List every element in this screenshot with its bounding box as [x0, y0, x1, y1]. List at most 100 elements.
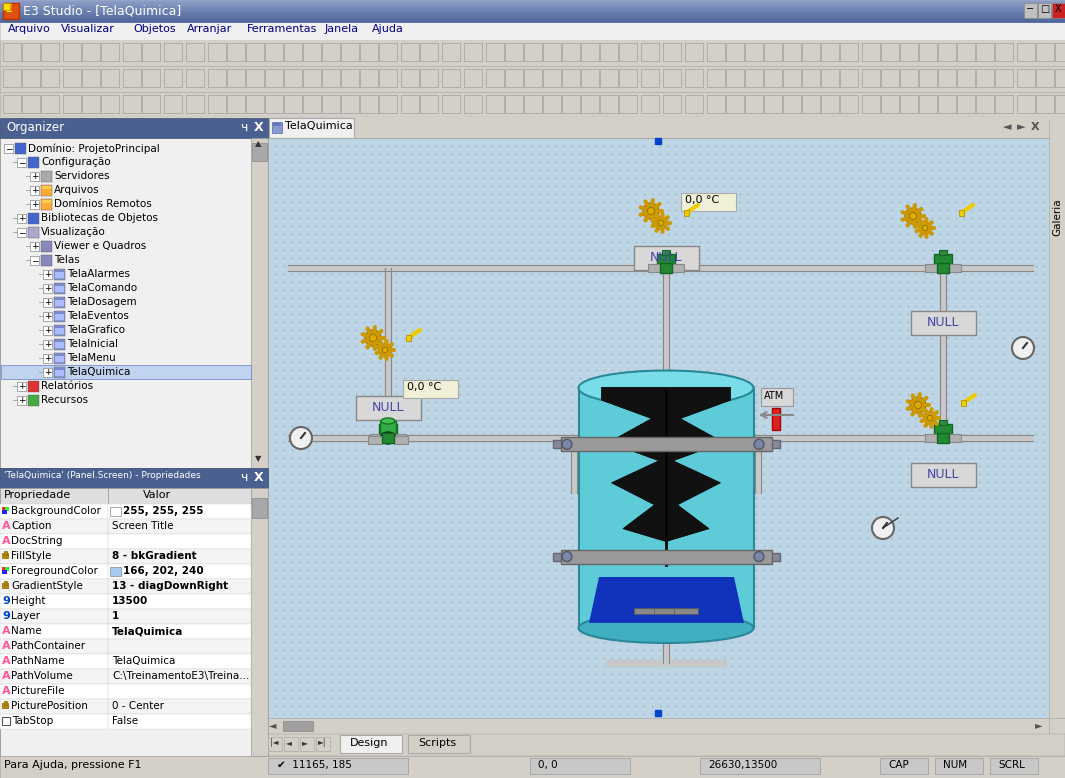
- Bar: [0, 8, 1065, 9]
- Bar: [28, 157, 39, 168]
- Text: Janela: Janela: [325, 24, 359, 34]
- Bar: [0, 714, 108, 729]
- Text: +: +: [18, 396, 26, 405]
- Bar: [840, 95, 858, 113]
- Bar: [1017, 95, 1035, 113]
- Circle shape: [910, 212, 917, 219]
- Text: A: A: [2, 686, 11, 696]
- Bar: [660, 263, 672, 273]
- Bar: [108, 684, 251, 699]
- Bar: [268, 138, 1049, 718]
- Bar: [685, 95, 703, 113]
- Bar: [122, 43, 141, 61]
- Bar: [227, 69, 245, 87]
- Text: ATM: ATM: [764, 391, 784, 401]
- Text: X: X: [1055, 4, 1062, 14]
- Text: A: A: [2, 536, 11, 546]
- Bar: [55, 368, 64, 376]
- Bar: [976, 69, 994, 87]
- Bar: [2, 510, 7, 514]
- Bar: [464, 69, 482, 87]
- Bar: [82, 43, 100, 61]
- Text: Telas: Telas: [54, 255, 80, 265]
- Bar: [108, 549, 251, 564]
- Text: X: X: [253, 121, 264, 134]
- Bar: [783, 69, 801, 87]
- Bar: [938, 69, 956, 87]
- Bar: [0, 22, 1065, 40]
- Bar: [43, 284, 52, 293]
- Bar: [0, 13, 1065, 14]
- Bar: [0, 9, 1065, 10]
- Bar: [957, 69, 974, 87]
- Bar: [0, 40, 1065, 66]
- Text: NULL: NULL: [372, 401, 405, 414]
- Bar: [0, 11, 1065, 12]
- Bar: [802, 43, 820, 61]
- Text: NULL: NULL: [927, 316, 960, 329]
- Bar: [1036, 95, 1054, 113]
- Bar: [707, 95, 725, 113]
- Bar: [0, 118, 268, 468]
- Bar: [63, 43, 81, 61]
- Bar: [43, 326, 52, 335]
- Text: +: +: [44, 298, 51, 307]
- Bar: [821, 69, 839, 87]
- Bar: [300, 737, 314, 751]
- Bar: [283, 721, 313, 731]
- Bar: [304, 95, 321, 113]
- Text: GradientStyle: GradientStyle: [11, 581, 83, 591]
- Bar: [5, 507, 9, 511]
- Bar: [108, 714, 251, 729]
- Text: +: +: [44, 340, 51, 349]
- Bar: [0, 18, 1065, 19]
- Bar: [919, 43, 937, 61]
- Bar: [505, 43, 523, 61]
- Bar: [641, 95, 659, 113]
- Text: +: +: [44, 326, 51, 335]
- Text: Visualizar: Visualizar: [62, 24, 115, 34]
- Bar: [40, 95, 59, 113]
- Bar: [0, 12, 1065, 13]
- Bar: [862, 69, 880, 87]
- Bar: [0, 654, 108, 669]
- Circle shape: [905, 208, 921, 224]
- Bar: [764, 43, 782, 61]
- Text: 166, 202, 240: 166, 202, 240: [122, 566, 203, 576]
- Text: 8 - bkGradient: 8 - bkGradient: [112, 551, 197, 561]
- Bar: [761, 388, 793, 406]
- Bar: [939, 420, 947, 425]
- Text: +: +: [31, 172, 38, 181]
- Text: Configuração: Configuração: [40, 157, 111, 167]
- Bar: [108, 669, 251, 684]
- Bar: [0, 92, 1065, 116]
- Text: TelaEventos: TelaEventos: [67, 311, 129, 321]
- Text: TelaAlarmes: TelaAlarmes: [67, 269, 130, 279]
- Bar: [0, 609, 108, 624]
- Bar: [543, 69, 561, 87]
- Bar: [900, 69, 918, 87]
- Text: Para Ajuda, pressione F1: Para Ajuda, pressione F1: [4, 760, 142, 770]
- Bar: [505, 95, 523, 113]
- Bar: [186, 69, 204, 87]
- Bar: [442, 43, 460, 61]
- Bar: [581, 43, 599, 61]
- Bar: [938, 43, 956, 61]
- Bar: [961, 400, 966, 406]
- Text: TelaQuimica: TelaQuimica: [112, 626, 183, 636]
- Bar: [101, 95, 119, 113]
- Bar: [0, 684, 108, 699]
- Bar: [919, 69, 937, 87]
- Bar: [251, 138, 268, 468]
- Bar: [0, 1, 1065, 2]
- Bar: [379, 43, 397, 61]
- Bar: [486, 95, 504, 113]
- Bar: [579, 388, 754, 628]
- Text: Relatórios: Relatórios: [40, 381, 93, 391]
- Text: Visualização: Visualização: [40, 227, 105, 237]
- Text: ✔  11165, 185: ✔ 11165, 185: [277, 760, 351, 770]
- Bar: [265, 95, 283, 113]
- Bar: [684, 210, 689, 216]
- Bar: [110, 567, 121, 576]
- Bar: [322, 43, 340, 61]
